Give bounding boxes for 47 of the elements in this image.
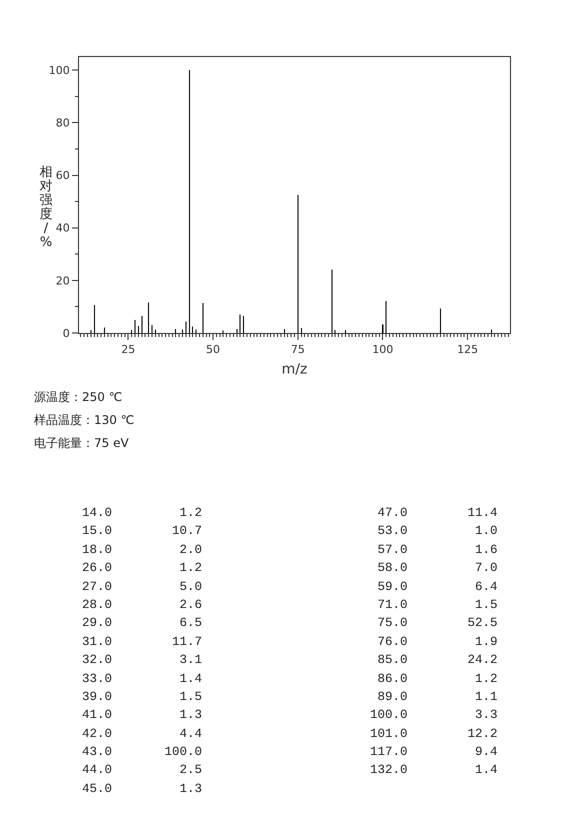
text: 26.0 1.2	[82, 560, 202, 578]
text: 45.0 1.3	[82, 780, 202, 798]
text: 样品温度：130 ℃	[34, 412, 134, 429]
x-tick-label: 25	[121, 343, 136, 356]
text: 71.0 1.5	[376, 596, 498, 614]
text: 15.0 10.7	[82, 523, 202, 540]
y-tick-label: 0	[62, 326, 70, 340]
text: 85.0 24.2	[376, 652, 498, 670]
text: 75.0 52.5	[376, 615, 498, 632]
text: 电子能量：75 eV	[34, 435, 130, 452]
text: 100.0 3.3	[370, 707, 498, 724]
y-tick-label: 100	[48, 64, 70, 77]
text: 44.0 2.5	[82, 762, 202, 780]
text: 47.0 11.4	[376, 505, 498, 522]
text: 14.0 1.2	[82, 505, 202, 522]
text: 89.0 1.1	[376, 688, 498, 706]
text: 101.0 12.2	[370, 726, 498, 743]
text: 33.0 1.4	[82, 670, 202, 688]
text: 59.0 6.4	[376, 578, 498, 596]
text: 86.0 1.2	[376, 670, 498, 688]
text: 43.0 100.0	[82, 744, 202, 762]
text: 28.0 2.6	[82, 596, 202, 614]
text: 58.0 7.0	[376, 560, 498, 578]
text: 132.0 1.4	[370, 762, 498, 780]
text: 18.0 2.0	[82, 542, 202, 559]
y-tick-label: 20	[56, 274, 70, 288]
y-tick-label: 60	[56, 169, 70, 182]
text: 29.0 6.5	[82, 615, 202, 632]
y-axis-title: 相对强度/%	[38, 165, 54, 250]
text: 源温度：250 ℃	[34, 389, 124, 406]
text: 42.0 4.4	[82, 726, 202, 743]
x-tick-label: 100	[372, 343, 394, 356]
text: 117.0 9.4	[370, 744, 498, 762]
x-axis-title: m/z	[282, 362, 308, 378]
text: 39.0 1.5	[82, 688, 202, 706]
text: 32.0 3.1	[82, 652, 202, 670]
text: 76.0 1.9	[376, 634, 498, 651]
x-tick-label: 50	[206, 343, 220, 356]
x-tick-label: 75	[290, 343, 305, 356]
text: 31.0 11.7	[82, 634, 202, 651]
text: 41.0 1.3	[82, 707, 202, 724]
text: 53.0 1.0	[376, 523, 498, 540]
y-tick-label: 40	[56, 222, 70, 235]
y-tick-label: 80	[56, 116, 70, 130]
text: 27.0 5.0	[82, 578, 202, 596]
text: 57.0 1.6	[376, 542, 498, 559]
x-tick-label: 125	[457, 343, 478, 356]
